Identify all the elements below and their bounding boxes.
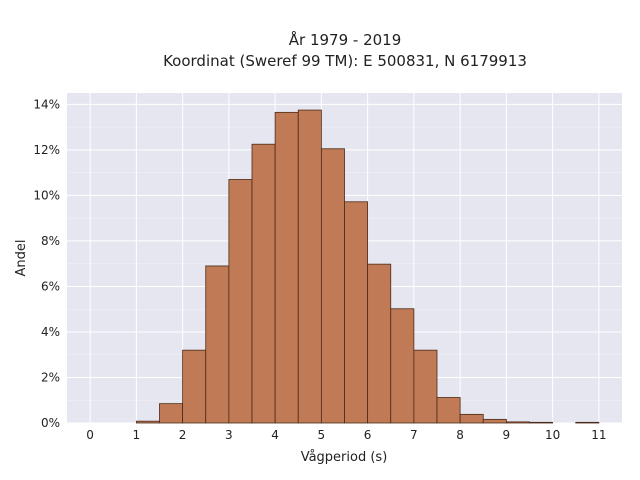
y-tick-label: 6% xyxy=(41,279,60,293)
x-tick-label: 3 xyxy=(225,428,233,442)
x-tick-label: 4 xyxy=(271,428,279,442)
x-tick-label: 2 xyxy=(179,428,187,442)
x-tick-label: 7 xyxy=(410,428,418,442)
histogram-bar xyxy=(297,109,322,424)
histogram-bar xyxy=(413,349,438,424)
histogram-bar xyxy=(436,397,461,424)
x-axis-title: Vågperiod (s) xyxy=(301,450,388,465)
histogram-bar xyxy=(344,201,369,424)
x-tick-label: 9 xyxy=(503,428,511,442)
y-tick-label: 14% xyxy=(33,97,60,111)
x-tick-label: 6 xyxy=(364,428,372,442)
x-tick-label: 1 xyxy=(133,428,141,442)
y-tick-label: 4% xyxy=(41,325,60,339)
histogram-bar xyxy=(529,421,554,424)
histogram-bar xyxy=(482,418,507,424)
y-tick-label: 12% xyxy=(33,143,60,157)
histogram-bar xyxy=(320,148,345,424)
y-axis-title: Andel xyxy=(14,240,29,277)
histogram-bar xyxy=(251,143,276,424)
y-tick-label: 8% xyxy=(41,234,60,248)
y-tick-label: 2% xyxy=(41,370,60,384)
histogram-bar xyxy=(575,421,600,424)
histogram-bar xyxy=(459,413,484,424)
chart-title-line-1: År 1979 - 2019 xyxy=(289,30,402,49)
histogram-bar xyxy=(505,421,530,424)
x-tick-label: 5 xyxy=(318,428,326,442)
x-tick-label: 8 xyxy=(456,428,464,442)
histogram-bar xyxy=(205,265,230,424)
histogram-bar xyxy=(390,308,415,424)
histogram-bar xyxy=(228,179,253,424)
y-axis-ticks: 0% 2% 4% 6% 8% 10% 12% 14% xyxy=(33,97,60,430)
chart-title-line-2: Koordinat (Sweref 99 TM): E 500831, N 61… xyxy=(163,52,527,70)
histogram-bar xyxy=(367,263,392,424)
x-tick-label: 0 xyxy=(86,428,94,442)
histogram-bar xyxy=(182,349,207,424)
y-tick-label: 0% xyxy=(41,416,60,430)
x-tick-label: 10 xyxy=(545,428,560,442)
x-axis-ticks: 0 1 2 3 4 5 6 7 8 9 10 11 xyxy=(86,428,606,442)
y-tick-label: 10% xyxy=(33,188,60,202)
histogram-bar xyxy=(274,111,299,424)
histogram-bar xyxy=(135,420,160,424)
histogram-bar xyxy=(159,403,184,424)
x-tick-label: 11 xyxy=(591,428,606,442)
bars-group xyxy=(135,109,600,424)
